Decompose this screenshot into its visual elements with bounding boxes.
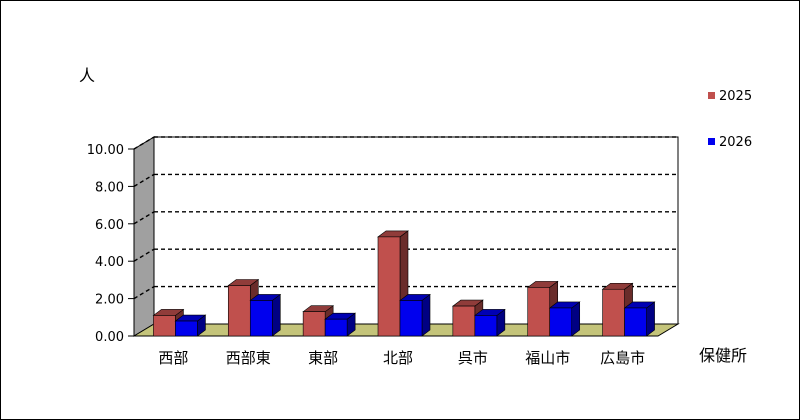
legend-swatch-2026	[708, 138, 715, 145]
x-category-label: 福山市	[525, 349, 570, 367]
bar-front	[302, 311, 326, 337]
gridline-side	[133, 173, 155, 188]
bar-2026-福山市	[548, 301, 581, 337]
bar-side	[421, 293, 431, 337]
bar-2026-東部	[324, 312, 357, 337]
legend-label-2026: 2026	[719, 135, 752, 150]
gridline-side	[133, 285, 155, 300]
bar-front	[153, 315, 176, 337]
bar-front	[249, 300, 273, 337]
legend-label-2025: 2025	[719, 89, 752, 104]
side-wall	[133, 136, 155, 337]
y-tick-label: 4.00	[95, 255, 124, 270]
y-tick-label: 10.00	[87, 143, 124, 158]
y-tick-label: 6.00	[95, 218, 124, 233]
y-tick-label: 0.00	[95, 330, 124, 345]
x-category-label: 西部	[158, 349, 188, 367]
x-category-label: 呉市	[458, 349, 488, 367]
y-tick-label: 8.00	[95, 180, 124, 195]
legend-swatch-2025	[708, 92, 715, 99]
bar-front	[324, 318, 348, 337]
bar-front	[399, 300, 423, 337]
bar-front	[377, 236, 401, 337]
bar-2026-呉市	[473, 308, 506, 337]
bar-front	[549, 307, 573, 337]
bar-2026-西部東	[249, 293, 282, 337]
y-tick-label: 2.00	[95, 293, 124, 308]
bar-front	[452, 305, 476, 337]
bar-front	[527, 287, 551, 337]
bar-front	[602, 288, 625, 337]
gridline-side	[133, 248, 155, 262]
bar-2026-西部	[174, 314, 207, 337]
x-category-label: 西部東	[226, 349, 271, 367]
bar-front	[175, 320, 198, 337]
bar-front	[227, 285, 251, 337]
gridline-side	[133, 211, 155, 225]
x-category-label: 北部	[383, 349, 413, 367]
bar-2026-広島市	[623, 301, 656, 337]
bar-front	[474, 315, 498, 337]
x-axis-title: 保健所	[699, 346, 747, 365]
x-category-label: 東部	[308, 349, 338, 367]
bar-2026-北部	[399, 293, 431, 337]
bar-front	[624, 307, 647, 337]
bar-side	[271, 293, 281, 337]
x-category-label: 広島市	[600, 349, 645, 367]
y-axis-title: 人	[79, 66, 95, 85]
gridline-side	[133, 136, 155, 150]
